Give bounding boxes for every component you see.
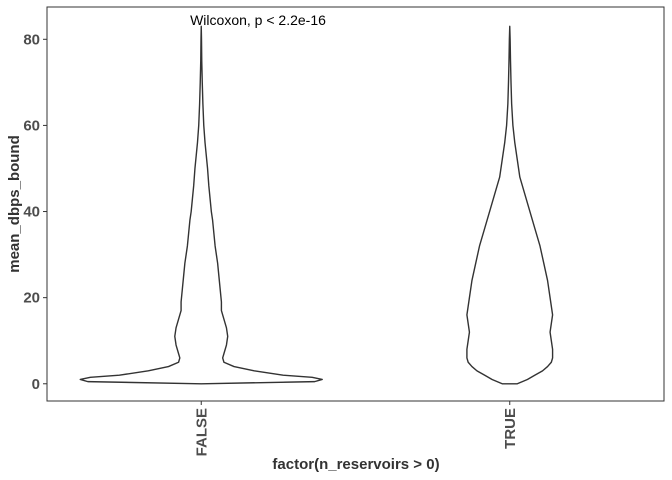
wilcoxon-annotation: Wilcoxon, p < 2.2e-16 — [190, 12, 326, 28]
y-tick-label: 20 — [23, 290, 40, 307]
y-tick-label: 0 — [32, 376, 40, 393]
violin-group — [79, 25, 554, 385]
x-tick-label-false: FALSE — [193, 408, 210, 456]
x-axis: FALSE TRUE — [193, 401, 519, 456]
y-axis: 0 20 40 60 80 — [23, 31, 47, 393]
y-tick-label: 60 — [23, 117, 40, 134]
y-tick-label: 40 — [23, 204, 40, 221]
violin-false — [79, 25, 323, 385]
violin-true — [466, 25, 554, 385]
plot-panel — [46, 6, 665, 402]
y-tick-label: 80 — [23, 31, 40, 48]
x-axis-title: factor(n_reservoirs > 0) — [272, 456, 439, 473]
x-tick-label-true: TRUE — [502, 408, 519, 449]
y-axis-title: mean_dbps_bound — [6, 135, 23, 273]
